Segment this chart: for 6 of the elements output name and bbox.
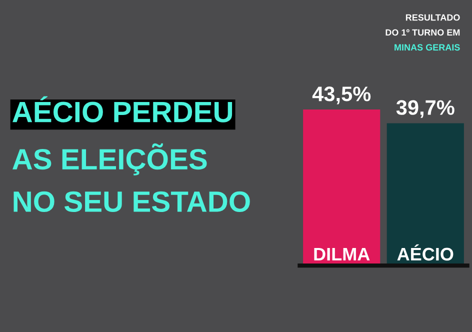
data-label: 39,7%	[396, 100, 454, 118]
data-label: 43,5%	[312, 86, 371, 104]
x-tick-label: AÉCIO	[397, 244, 454, 261]
x-tick-label: DILMA	[314, 248, 370, 260]
chart-subtitle: RESULTADO DO 1º TURNO EM MINAS GERAIS	[386, 14, 460, 51]
text: AÉCIO PERDEU AS ELEIÇÕES NO SEU ESTADO	[12, 96, 250, 212]
